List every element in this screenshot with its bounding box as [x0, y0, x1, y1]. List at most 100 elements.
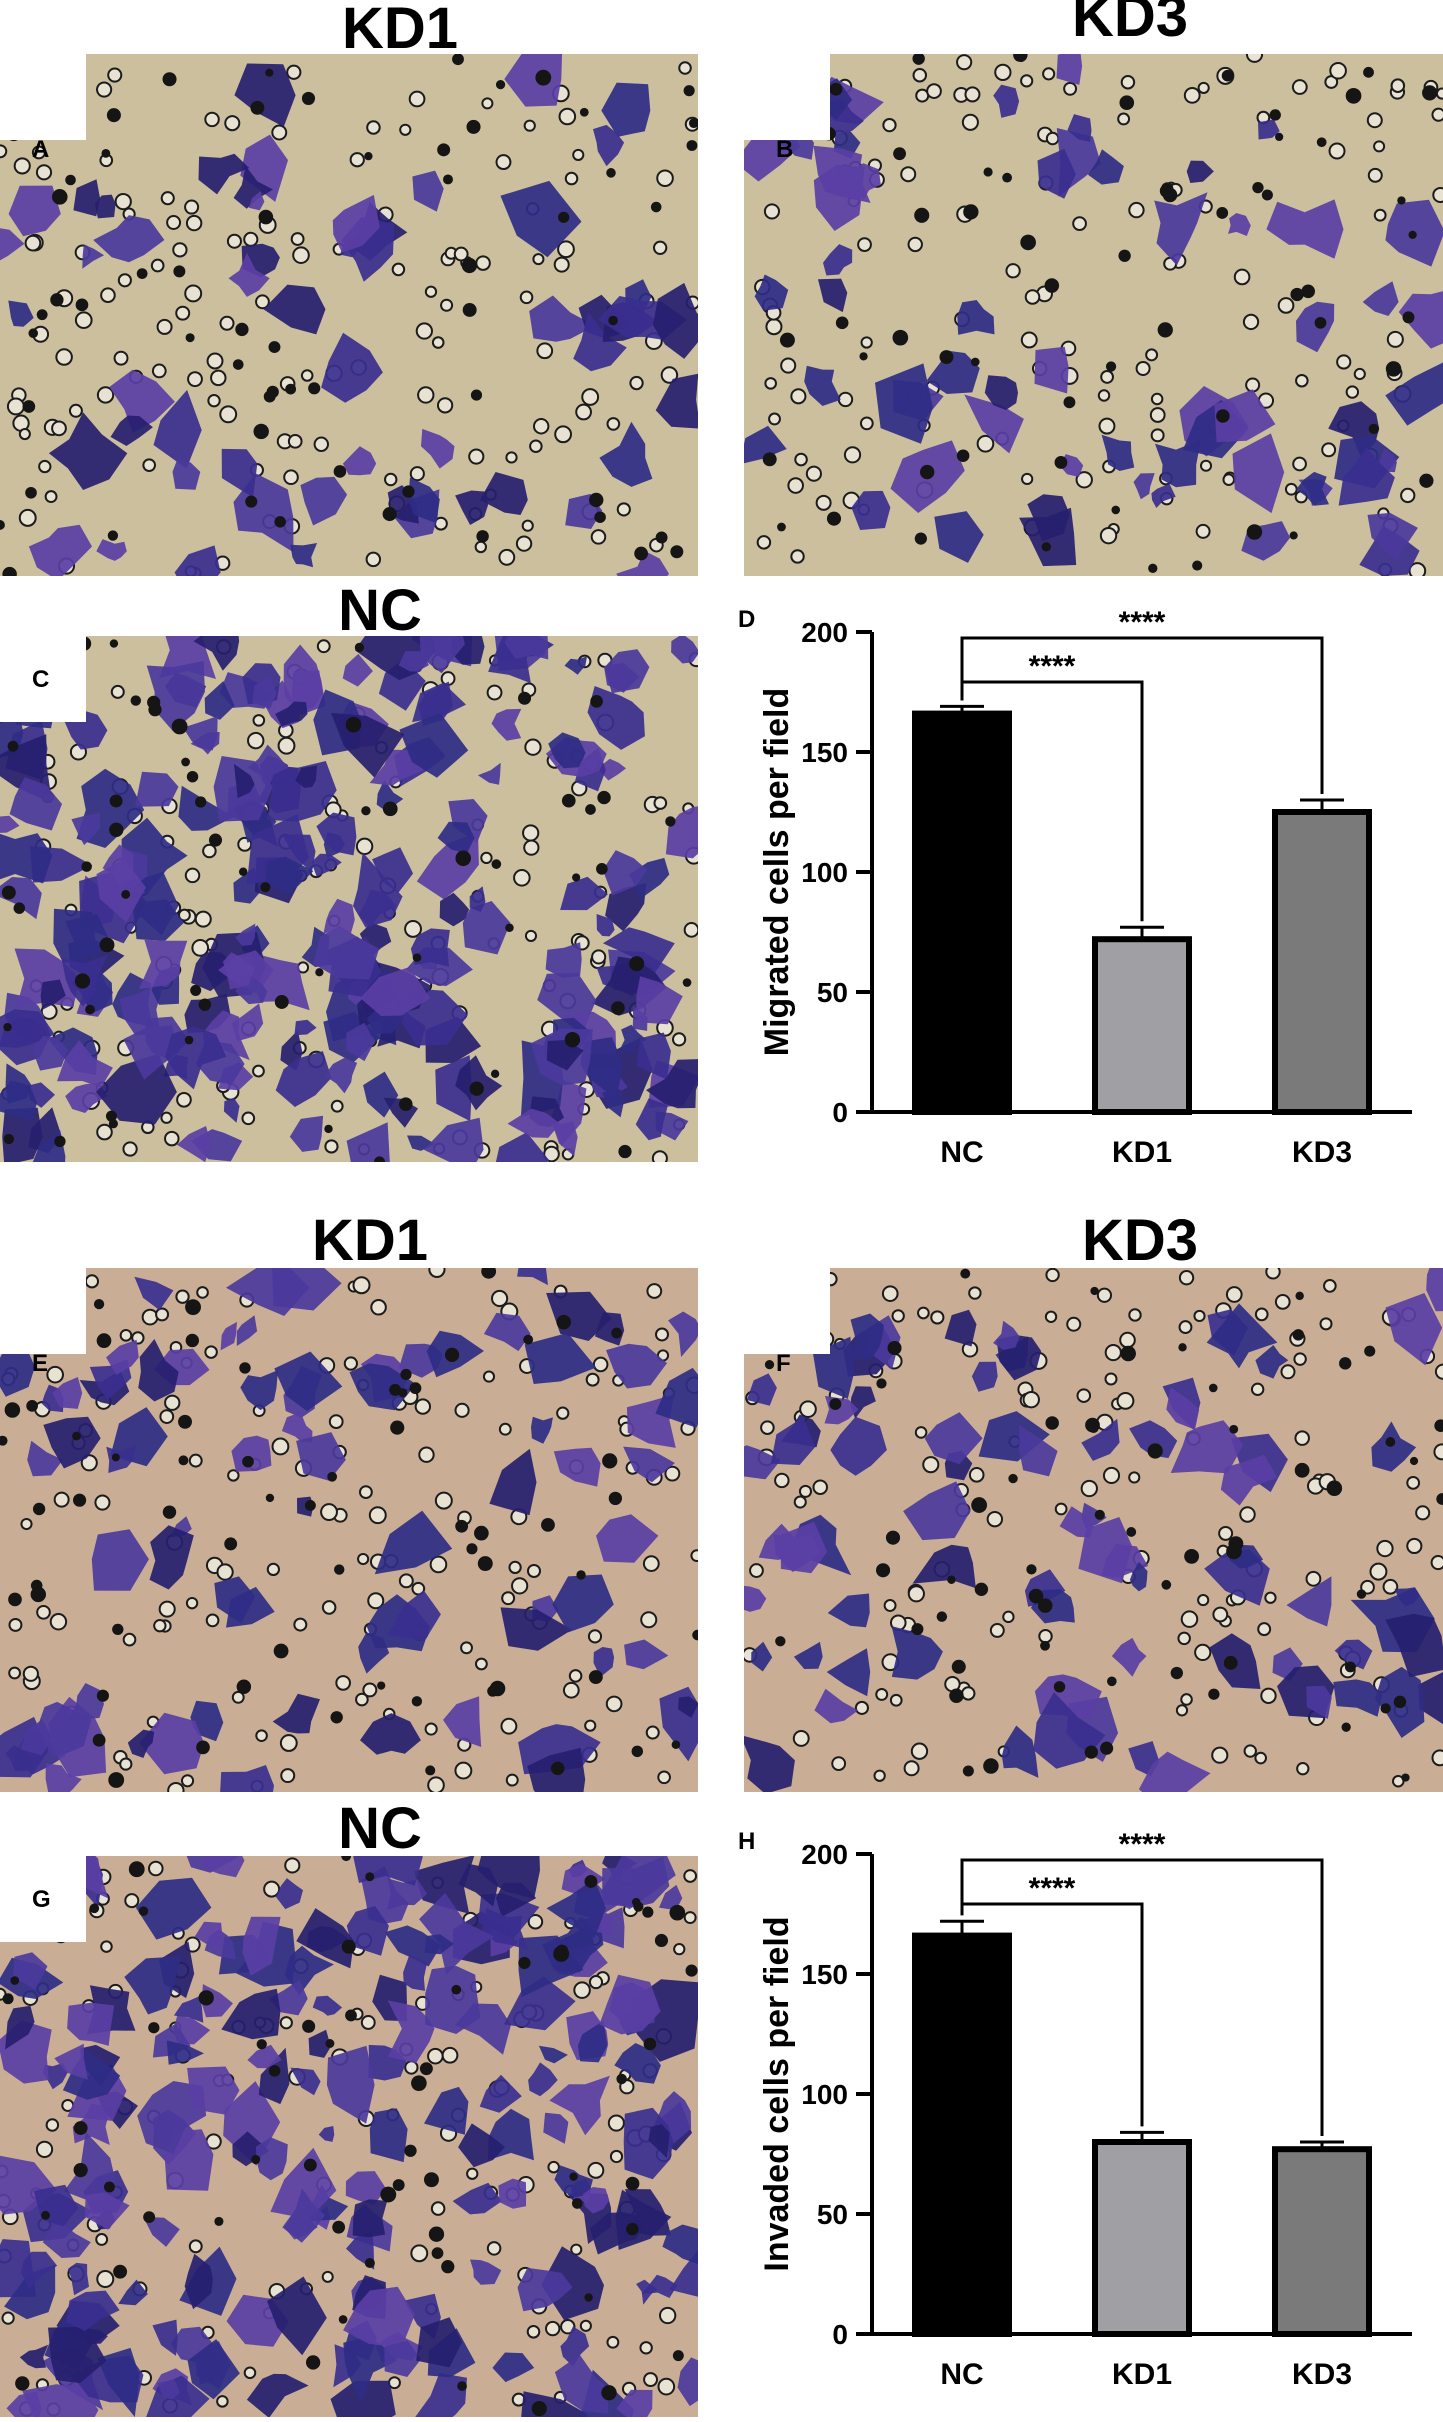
stained-cell [577, 2020, 608, 2063]
dark-particle [333, 465, 347, 478]
stained-cell [500, 180, 582, 258]
pore [749, 1563, 764, 1578]
pore [511, 1577, 529, 1595]
stained-cell [498, 2178, 527, 2209]
pore [1254, 1307, 1269, 1322]
stained-cell [504, 636, 549, 660]
stained-cell [531, 1416, 553, 1444]
dark-particle [949, 1688, 964, 1703]
stained-cell [830, 1416, 887, 1476]
stained-cell [452, 2182, 502, 2215]
pore [408, 90, 426, 108]
significance-bracket [960, 636, 1324, 794]
pore [1265, 1268, 1281, 1280]
pore [160, 1111, 173, 1124]
dark-particle [1037, 1598, 1053, 1613]
pore [365, 551, 382, 568]
dark-particle [564, 1032, 581, 1048]
pore [790, 388, 807, 405]
dark-particle [256, 2039, 267, 2050]
pore [320, 1503, 338, 1521]
pore [205, 1613, 220, 1628]
pore [175, 1289, 190, 1304]
stained-cell [678, 1696, 698, 1718]
dark-particle [584, 1875, 598, 1888]
micrograph-c: C [0, 636, 698, 1162]
pore [6, 397, 25, 416]
stained-cell [374, 1510, 453, 1575]
pore [321, 1600, 337, 1615]
dark-particle [65, 174, 76, 186]
pore [607, 2114, 625, 2132]
stained-cell [623, 1446, 675, 1483]
dark-particle [764, 1359, 775, 1370]
dark-particle [1226, 1543, 1242, 1560]
dark-particle [404, 2144, 417, 2157]
stained-cell [593, 1647, 615, 1678]
stained-cell [1266, 199, 1344, 259]
stained-cell [827, 1593, 870, 1628]
dark-particle [36, 309, 48, 321]
panel-e-title: KD1 [311, 1208, 429, 1273]
stained-cell [214, 1576, 256, 1624]
stained-cell [891, 1626, 943, 1680]
pore [313, 436, 329, 452]
pore [1150, 392, 1164, 406]
stained-cell [263, 284, 326, 335]
dark-particle [392, 2179, 405, 2191]
dark-particle [265, 68, 274, 77]
dark-particle [1053, 1681, 1066, 1693]
pore [1100, 370, 1114, 384]
dark-particle [1229, 1424, 1239, 1434]
pore [241, 1111, 256, 1126]
stained-cell [443, 1696, 482, 1747]
pore [768, 412, 781, 426]
dark-particle [1208, 1383, 1218, 1393]
pore [655, 1327, 669, 1342]
dark-particle [99, 937, 115, 953]
pore [18, 428, 31, 441]
stained-cell [529, 295, 596, 342]
stained-cell [1232, 433, 1285, 514]
stained-cell [221, 1988, 281, 2040]
stained-cell [247, 2044, 282, 2069]
x-tick-label-nc: NC [940, 2358, 983, 2391]
stained-cell [0, 228, 25, 261]
pore [910, 1742, 929, 1760]
pore [799, 1400, 817, 1418]
pore [1128, 1308, 1142, 1322]
pore [204, 1345, 218, 1359]
pore [286, 64, 302, 80]
pore [417, 386, 435, 404]
stained-cell [538, 2045, 568, 2064]
dark-particle [1216, 207, 1229, 219]
pore [160, 191, 175, 206]
dark-particle [411, 1696, 423, 1707]
dark-particle [650, 201, 662, 213]
pore [645, 1725, 660, 1740]
stained-cell [264, 856, 314, 896]
pore [1239, 1506, 1256, 1523]
dark-particle [330, 1711, 343, 1724]
pore [914, 1426, 928, 1439]
dark-particle [476, 530, 489, 543]
stained-cell [308, 2029, 331, 2058]
pore [640, 1611, 658, 1629]
stained-cell [850, 1313, 884, 1360]
stained-cell [300, 476, 348, 526]
pore [790, 549, 805, 564]
micrograph-f: F [744, 1268, 1443, 1792]
pore [523, 119, 536, 132]
pore [196, 1286, 209, 1299]
stained-cell [1027, 494, 1070, 542]
pore [570, 2243, 583, 2256]
dark-particle [162, 72, 177, 87]
stained-cell [1394, 1587, 1420, 1607]
pore [185, 1596, 199, 1610]
pore [224, 115, 241, 132]
pore [1382, 1578, 1399, 1595]
dark-particle [947, 1575, 956, 1584]
stained-cell [403, 1954, 428, 1991]
dark-particle [93, 1299, 105, 1310]
dark-particle [611, 1327, 622, 1339]
